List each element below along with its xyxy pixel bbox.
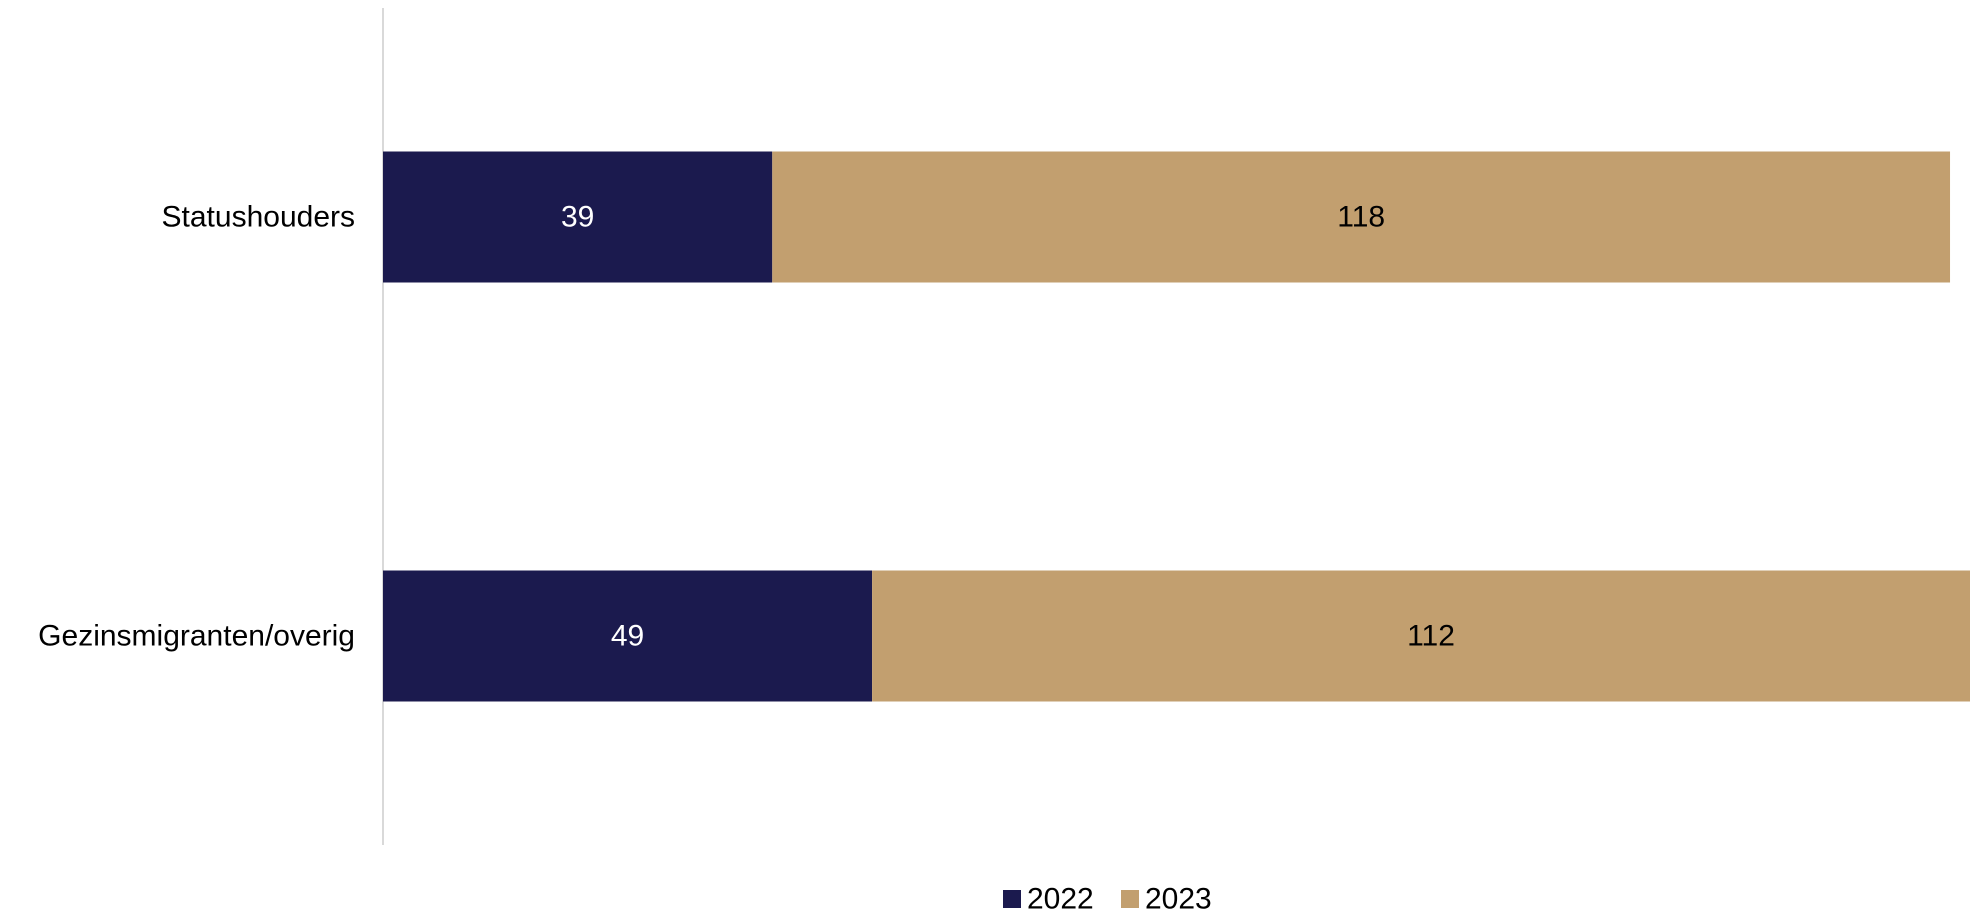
bars-group: 39 118 49 112 (383, 151, 1970, 702)
category-labels-group: Statushouders Gezinsmigranten/overig (38, 201, 355, 653)
bar-gezinsmigranten-overig-2022 (383, 570, 873, 702)
legend-label-2023: 2023 (1145, 883, 1212, 914)
bar-statushouders-2022 (383, 151, 773, 283)
category-label-statushouders: Statushouders (162, 201, 355, 234)
data-label-gezinsmigranten-overig-2022: 49 (611, 620, 644, 653)
legend-swatch-2023 (1121, 890, 1139, 908)
legend-label-2022: 2022 (1027, 883, 1094, 914)
category-label-gezinsmigranten-overig: Gezinsmigranten/overig (38, 620, 355, 653)
bar-gezinsmigranten-overig-2023 (872, 570, 1970, 702)
legend: 2022 2023 (1003, 883, 1212, 914)
data-label-statushouders-2022: 39 (561, 201, 594, 234)
data-label-statushouders-2023: 118 (1337, 201, 1385, 234)
legend-swatch-2022 (1003, 890, 1021, 908)
data-label-gezinsmigranten-overig-2023: 112 (1407, 620, 1455, 653)
bar-statushouders-2023 (772, 151, 1951, 283)
